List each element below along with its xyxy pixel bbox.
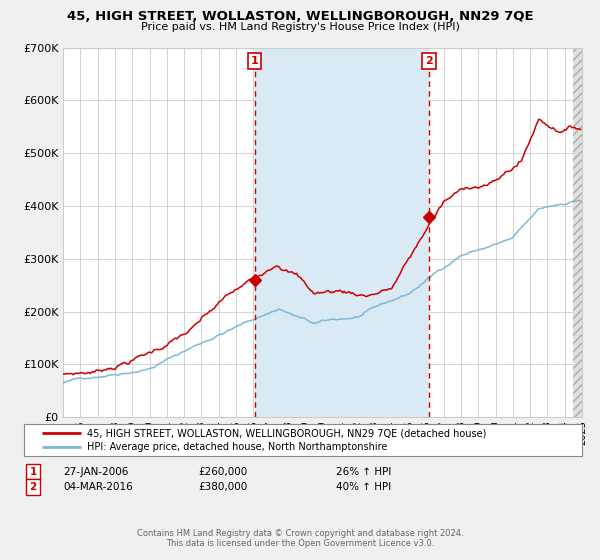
Text: 1: 1 (29, 466, 37, 477)
Text: 45, HIGH STREET, WOLLASTON, WELLINGBOROUGH, NN29 7QE: 45, HIGH STREET, WOLLASTON, WELLINGBOROU… (67, 10, 533, 23)
Text: 26% ↑ HPI: 26% ↑ HPI (336, 466, 391, 477)
Text: 2: 2 (29, 482, 37, 492)
Text: 1: 1 (251, 56, 259, 66)
Text: This data is licensed under the Open Government Licence v3.0.: This data is licensed under the Open Gov… (166, 539, 434, 548)
Text: 04-MAR-2016: 04-MAR-2016 (63, 482, 133, 492)
Text: £380,000: £380,000 (198, 482, 247, 492)
Text: 45, HIGH STREET, WOLLASTON, WELLINGBOROUGH, NN29 7QE (detached house): 45, HIGH STREET, WOLLASTON, WELLINGBOROU… (87, 428, 487, 438)
Bar (574, 48, 582, 417)
Text: Price paid vs. HM Land Registry's House Price Index (HPI): Price paid vs. HM Land Registry's House … (140, 22, 460, 32)
Text: 40% ↑ HPI: 40% ↑ HPI (336, 482, 391, 492)
Text: Contains HM Land Registry data © Crown copyright and database right 2024.: Contains HM Land Registry data © Crown c… (137, 529, 463, 538)
Text: HPI: Average price, detached house, North Northamptonshire: HPI: Average price, detached house, Nort… (87, 442, 388, 452)
Text: £260,000: £260,000 (198, 466, 247, 477)
Text: 2: 2 (425, 56, 433, 66)
Text: 27-JAN-2006: 27-JAN-2006 (63, 466, 128, 477)
Bar (254, 48, 429, 417)
